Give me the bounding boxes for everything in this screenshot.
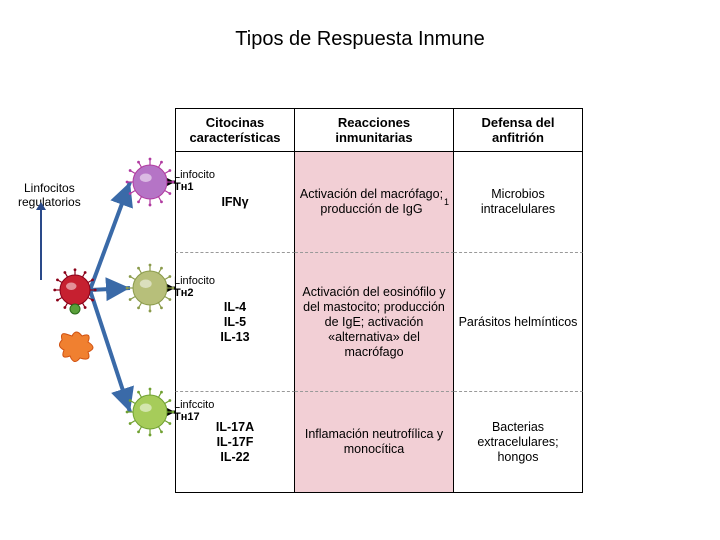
hdr-defense: Defensa del anfitrión — [454, 108, 583, 152]
reaction-cell: Inflamación neutrofílica y monocítica — [295, 391, 454, 493]
th-label-0: LinfocitoTн1 — [174, 170, 215, 193]
defense-cell: Bacterias extracelulares; hongos — [454, 391, 583, 493]
naive-tcell — [60, 275, 90, 305]
mhc-link — [68, 302, 82, 321]
reaction-cell: Activación del eosinófilo y del mastocit… — [295, 252, 454, 391]
page-title: Tipos de Respuesta Inmune — [0, 28, 720, 51]
th-label-1: LinfocitoTн2 — [174, 276, 215, 299]
table-header-row: Citocinas características Reacciones inm… — [175, 108, 615, 152]
th-cell-2 — [133, 395, 167, 429]
arrow-svg — [40, 160, 300, 490]
defense-cell: Parásitos helmínticos — [454, 252, 583, 391]
th-label-2: LinfccitoTн17 — [174, 400, 214, 423]
hdr-cytokines: Citocinas características — [175, 108, 295, 152]
defense-cell: Microbios intracelulares — [454, 152, 583, 252]
cell-diagram: LinfocitoTн1 LinfocitoTн2 LinfccitoTн17 — [40, 160, 300, 490]
hdr-reactions: Reacciones inmunitarias — [295, 108, 454, 152]
apc-cell — [58, 330, 98, 371]
th-cell-0 — [133, 165, 167, 199]
reaction-cell: Activación del macrófago; producción de … — [295, 152, 454, 252]
th-cell-1 — [133, 271, 167, 305]
